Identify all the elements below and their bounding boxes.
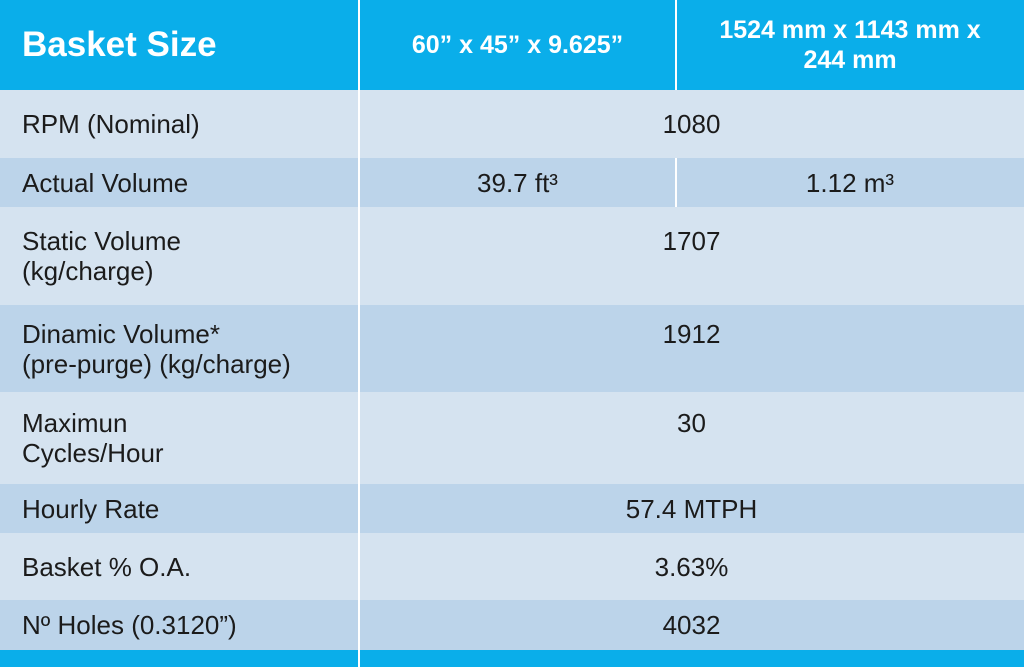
row-label: Static Volume (kg/charge) [0,207,359,305]
divider [675,0,677,90]
row-value: 4032 [359,600,1024,650]
label-line: Hourly Rate [22,493,160,524]
value-text: 1912 [662,318,721,349]
row-label: Nº Holes (0.3120”) [0,600,359,650]
divider [675,158,677,207]
label-line: Basket % O.A. [22,551,192,582]
value-text: 3.63% [654,551,729,582]
value-text: 1.12 m³ [805,167,895,198]
label-line: RPM (Nominal) [22,109,200,139]
row-label: Hourly Rate [0,484,359,533]
value-text: 39.7 ft³ [477,167,558,198]
row-value: 1707 [359,207,1024,305]
row-value: 1.12 m³ [676,158,1024,207]
value-text: 30 [677,408,706,438]
row-value: 1080 [359,90,1024,158]
row-label: Basket % O.A. [0,533,359,600]
row-value: 39.7 ft³ [359,158,676,207]
row-label: Maximun Cycles/Hour [0,392,359,484]
row-label: Dinamic Volume* (pre-purge) (kg/charge) [0,305,359,392]
row-label: Actual Volume [0,158,359,207]
label-line: (kg/charge) [22,256,154,286]
header-cell: Basket Size [22,25,217,64]
value-text: 4032 [662,610,721,640]
label-line: Nº Holes (0.3120”) [22,610,237,640]
value-text: 57.4 MTPH [625,493,758,524]
label-line: Actual Volume [22,167,189,198]
header-cell: 60” x 45” x 9.625” [411,31,624,59]
value-text: 1080 [662,109,721,139]
header-cell: 1524 mm x 1143 mm x 244 mm [719,16,981,74]
row-value: 3.63% [359,533,1024,600]
label-line: Static Volume [22,226,181,256]
divider [358,0,360,667]
row-value: 1912 [359,305,1024,392]
row-label: RPM (Nominal) [0,90,359,158]
label-line: Dinamic Volume* [22,318,220,349]
row-value: 30 [359,392,1024,484]
label-line: (pre-purge) (kg/charge) [22,348,291,379]
label-line: Cycles/Hour [22,438,164,468]
value-text: 1707 [662,226,721,256]
row-value: 57.4 MTPH [359,484,1024,533]
label-line: Maximun [22,408,128,438]
